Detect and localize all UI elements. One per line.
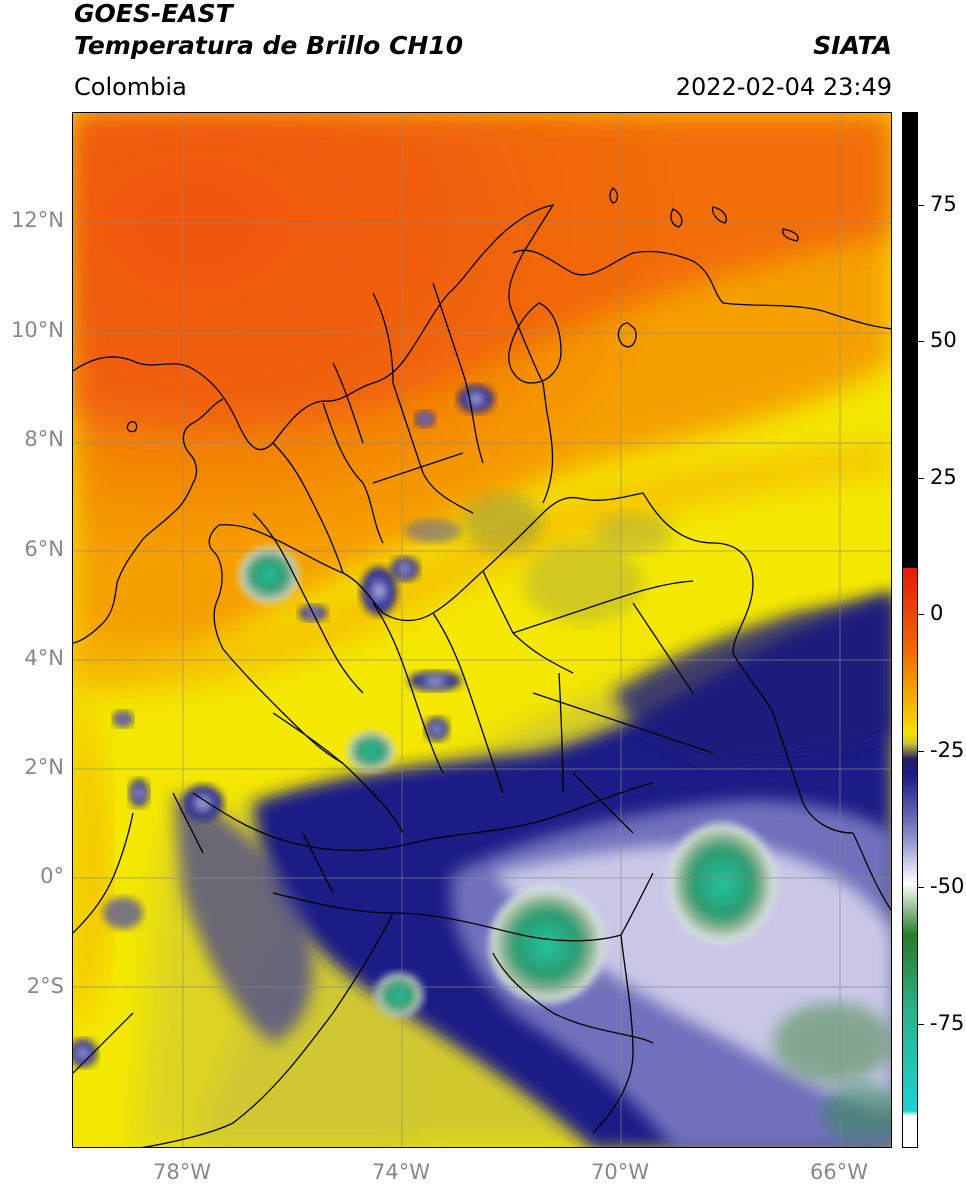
lat-label-2N: 2°N: [24, 755, 64, 779]
lon-label-74W: 74°W: [372, 1160, 430, 1184]
lat-label-4N: 4°N: [24, 646, 64, 670]
lat-label-6N: 6°N: [24, 537, 64, 561]
timestamp-label: 2022-02-04 23:49: [675, 73, 892, 101]
lat-label-8N: 8°N: [24, 427, 64, 451]
lat-label-10N: 10°N: [11, 318, 64, 342]
graticule: [73, 113, 891, 1147]
lat-label-2S: 2°S: [26, 974, 64, 998]
country-borders: [73, 187, 891, 1147]
colorbar-tick-neg75: -75: [930, 1011, 965, 1035]
colorbar-tick-75: 75: [930, 192, 957, 216]
lon-label-70W: 70°W: [591, 1160, 649, 1184]
product-title: Temperatura de Brillo CH10: [74, 31, 464, 60]
agency-title: SIATA: [813, 31, 892, 60]
map-canvas: [73, 113, 891, 1147]
satellite-title: GOES-EAST: [74, 0, 233, 28]
colorbar-tick-neg25: -25: [930, 738, 965, 762]
lon-label-78W: 78°W: [153, 1160, 211, 1184]
lat-label-12N: 12°N: [11, 208, 64, 232]
brightness-temperature-map: [72, 112, 892, 1148]
colorbar-tick-neg50: -50: [930, 874, 965, 898]
lon-label-66W: 66°W: [810, 1160, 868, 1184]
colorbar-tick-50: 50: [930, 328, 957, 352]
colorbar-tick-0: 0: [930, 601, 944, 625]
colorbar-tick-25: 25: [930, 465, 957, 489]
lat-label-0: 0°: [40, 864, 64, 888]
region-label: Colombia: [74, 73, 187, 101]
temperature-colorbar: [902, 112, 918, 1148]
